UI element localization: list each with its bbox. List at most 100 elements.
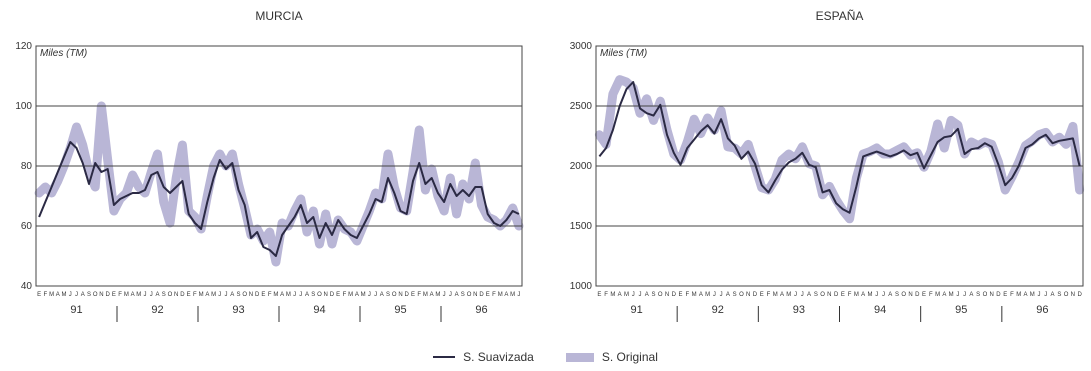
month-tick-label: M bbox=[786, 292, 791, 298]
month-tick-label: N bbox=[324, 292, 328, 298]
month-tick-label: M bbox=[361, 292, 366, 298]
month-tick-label: M bbox=[692, 292, 697, 298]
month-tick-label: D bbox=[180, 292, 185, 298]
month-tick-label: F bbox=[343, 292, 347, 298]
month-tick-label: J bbox=[368, 292, 371, 298]
month-tick-label: J bbox=[875, 292, 878, 298]
month-tick-label: A bbox=[726, 292, 730, 298]
month-tick-label: S bbox=[814, 292, 818, 298]
month-tick-label: A bbox=[56, 292, 60, 298]
month-tick-label: E bbox=[336, 292, 340, 298]
month-tick-label: J bbox=[632, 292, 635, 298]
month-tick-label: E bbox=[760, 292, 764, 298]
month-tick-label: O bbox=[658, 292, 663, 298]
month-tick-label: J bbox=[225, 292, 228, 298]
month-tick-label: N bbox=[174, 292, 178, 298]
y-tick-label: 3000 bbox=[570, 41, 593, 52]
month-tick-label: D bbox=[479, 292, 484, 298]
year-label: 93 bbox=[793, 304, 805, 316]
month-tick-label: D bbox=[753, 292, 758, 298]
year-label: 91 bbox=[630, 304, 642, 316]
y-tick-label: 2500 bbox=[570, 101, 593, 112]
month-tick-label: F bbox=[268, 292, 272, 298]
month-tick-label: M bbox=[610, 292, 615, 298]
month-tick-label: E bbox=[841, 292, 845, 298]
month-tick-label: E bbox=[597, 292, 601, 298]
month-tick-label: S bbox=[976, 292, 980, 298]
year-label: 92 bbox=[712, 304, 724, 316]
legend-item-original: S. Original bbox=[565, 350, 658, 364]
month-tick-label: J bbox=[374, 292, 377, 298]
series-smooth-line bbox=[598, 81, 1081, 214]
month-tick-label: O bbox=[168, 292, 173, 298]
legend-label-smooth: S. Suavizada bbox=[463, 350, 534, 364]
month-tick-label: J bbox=[720, 292, 723, 298]
y-tick-label: 2000 bbox=[570, 161, 593, 172]
month-tick-label: D bbox=[915, 292, 920, 298]
month-tick-label: F bbox=[929, 292, 933, 298]
month-tick-label: A bbox=[618, 292, 622, 298]
month-tick-label: J bbox=[517, 292, 520, 298]
month-tick-label: O bbox=[467, 292, 472, 298]
month-tick-label: J bbox=[449, 292, 452, 298]
y-tick-label: 40 bbox=[21, 281, 33, 292]
month-tick-label: F bbox=[492, 292, 496, 298]
month-tick-label: M bbox=[136, 292, 141, 298]
month-tick-label: A bbox=[380, 292, 384, 298]
year-label: 94 bbox=[874, 304, 886, 316]
month-tick-label: A bbox=[942, 292, 946, 298]
y-tick-label: 60 bbox=[21, 221, 33, 232]
month-tick-label: J bbox=[299, 292, 302, 298]
year-label: 93 bbox=[232, 304, 244, 316]
month-tick-label: M bbox=[510, 292, 515, 298]
month-tick-label: M bbox=[49, 292, 54, 298]
legend-swatch-smooth bbox=[433, 356, 456, 358]
month-tick-label: A bbox=[205, 292, 209, 298]
month-tick-label: F bbox=[417, 292, 421, 298]
month-tick-label: O bbox=[317, 292, 322, 298]
month-tick-label: N bbox=[908, 292, 912, 298]
month-tick-label: A bbox=[155, 292, 159, 298]
month-tick-label: N bbox=[827, 292, 831, 298]
month-tick-label: M bbox=[498, 292, 503, 298]
month-tick-label: D bbox=[255, 292, 260, 298]
month-tick-label: E bbox=[679, 292, 683, 298]
month-tick-label: A bbox=[1051, 292, 1055, 298]
month-tick-label: J bbox=[801, 292, 804, 298]
month-tick-label: S bbox=[733, 292, 737, 298]
month-tick-label: F bbox=[848, 292, 852, 298]
month-tick-label: O bbox=[242, 292, 247, 298]
plot-frame bbox=[595, 45, 1084, 287]
month-tick-label: D bbox=[1077, 292, 1082, 298]
month-tick-label: J bbox=[713, 292, 716, 298]
month-tick-label: S bbox=[311, 292, 315, 298]
month-tick-label: A bbox=[807, 292, 811, 298]
month-tick-label: N bbox=[398, 292, 402, 298]
y-axis-label: Miles (TM) bbox=[40, 48, 87, 59]
month-tick-label: S bbox=[386, 292, 390, 298]
month-tick-label: D bbox=[330, 292, 335, 298]
month-tick-label: A bbox=[888, 292, 892, 298]
month-tick-label: J bbox=[69, 292, 72, 298]
month-tick-label: N bbox=[665, 292, 669, 298]
year-label: 95 bbox=[394, 304, 406, 316]
year-label: 92 bbox=[151, 304, 163, 316]
month-tick-label: A bbox=[81, 292, 85, 298]
y-tick-label: 1000 bbox=[570, 281, 593, 292]
month-tick-label: A bbox=[230, 292, 234, 298]
month-tick-label: S bbox=[87, 292, 91, 298]
month-tick-label: N bbox=[473, 292, 477, 298]
plot-frame bbox=[35, 45, 523, 287]
legend: S. Suavizada S. Original bbox=[0, 348, 1091, 366]
month-tick-label: M bbox=[348, 292, 353, 298]
month-tick-label: D bbox=[672, 292, 677, 298]
y-tick-label: 1500 bbox=[570, 221, 593, 232]
month-tick-label: M bbox=[124, 292, 129, 298]
month-tick-label: M bbox=[1030, 292, 1035, 298]
month-tick-label: F bbox=[44, 292, 48, 298]
month-tick-label: J bbox=[75, 292, 78, 298]
month-tick-label: J bbox=[150, 292, 153, 298]
month-tick-label: M bbox=[199, 292, 204, 298]
month-tick-label: A bbox=[355, 292, 359, 298]
month-tick-label: O bbox=[739, 292, 744, 298]
